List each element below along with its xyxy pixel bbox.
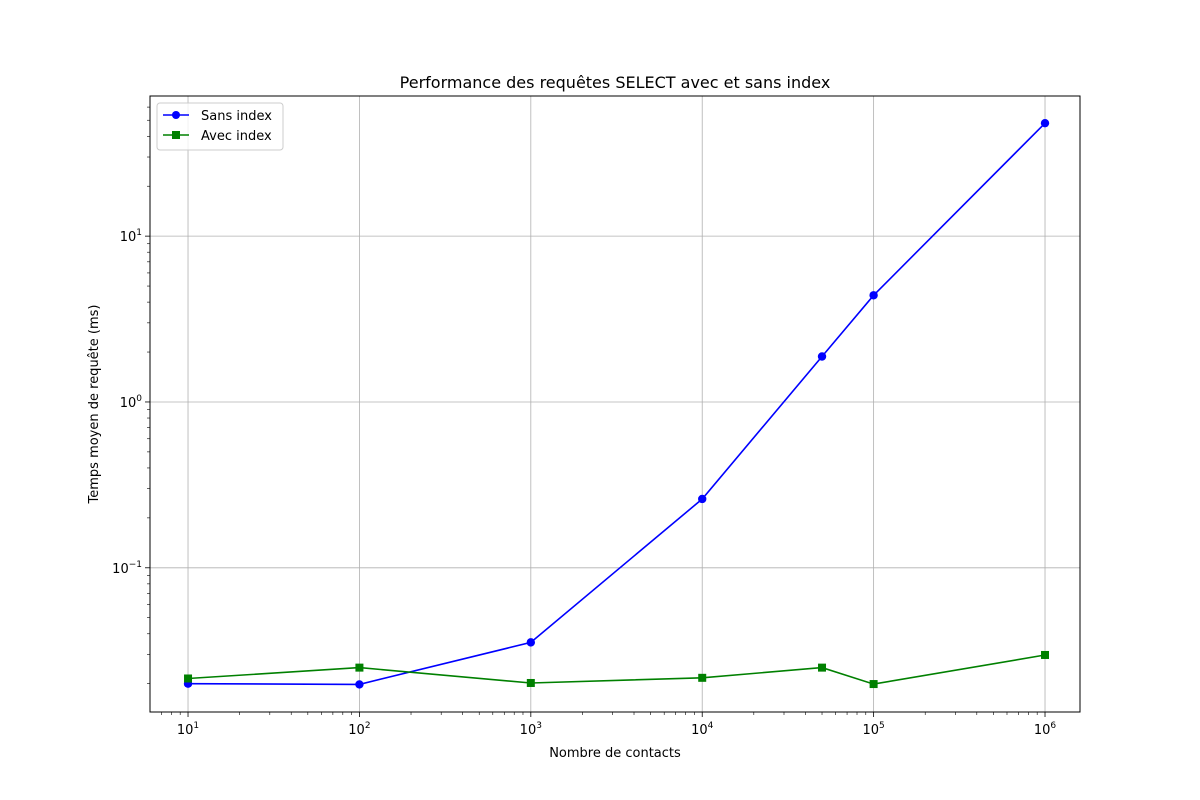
- data-point-sans-index: [1040, 118, 1050, 128]
- chart-title: Performance des requêtes SELECT avec et …: [400, 73, 831, 92]
- y-axis-title: Temps moyen de requête (ms): [87, 305, 102, 505]
- legend-entry-sans-index: Sans index: [163, 109, 272, 124]
- x-axis-title: Nombre de contacts: [549, 746, 681, 761]
- data-point-avec-index: [1041, 650, 1050, 659]
- plot-frame: [149, 95, 1081, 713]
- legend: Sans index Avec index: [156, 102, 284, 151]
- legend-marker-sans-index: [172, 111, 180, 119]
- data-point-avec-index: [355, 663, 364, 672]
- grid-lines: [150, 96, 1080, 712]
- legend-entry-avec-index: Avec index: [163, 129, 272, 144]
- data-point-avec-index: [869, 680, 878, 689]
- x-tick-label: 101: [177, 721, 199, 738]
- y-tick-label: 10−1: [112, 560, 142, 577]
- data-point-sans-index: [869, 291, 878, 300]
- y-tick-label: 101: [120, 228, 142, 245]
- data-point-avec-index: [184, 674, 193, 683]
- x-tick-label: 104: [691, 721, 714, 738]
- x-tick-label: 103: [520, 721, 542, 738]
- data-point-sans-index: [817, 352, 827, 361]
- data-point-avec-index: [818, 663, 827, 672]
- x-tick-label: 106: [1034, 721, 1057, 738]
- data-point-sans-index: [355, 680, 364, 689]
- series-lines: [183, 118, 1050, 689]
- y-tick-label: 100: [120, 394, 143, 411]
- legend-label-sans-index: Sans index: [201, 109, 272, 124]
- minor-ticks: [147, 106, 1038, 715]
- series-line-avec-index: [187, 654, 1046, 685]
- series-line-sans-index: [187, 122, 1046, 686]
- legend-label-avec-index: Avec index: [201, 129, 272, 144]
- x-tick-label: 105: [862, 721, 884, 738]
- legend-marker-avec-index: [172, 131, 180, 139]
- data-point-sans-index: [698, 494, 707, 504]
- axis-ticks: 101 102 103 104 105 106 10−1 100 101: [112, 228, 1056, 738]
- x-tick-label: 102: [348, 721, 370, 738]
- data-point-avec-index: [698, 673, 707, 682]
- data-point-sans-index: [526, 638, 536, 647]
- data-point-avec-index: [526, 678, 535, 687]
